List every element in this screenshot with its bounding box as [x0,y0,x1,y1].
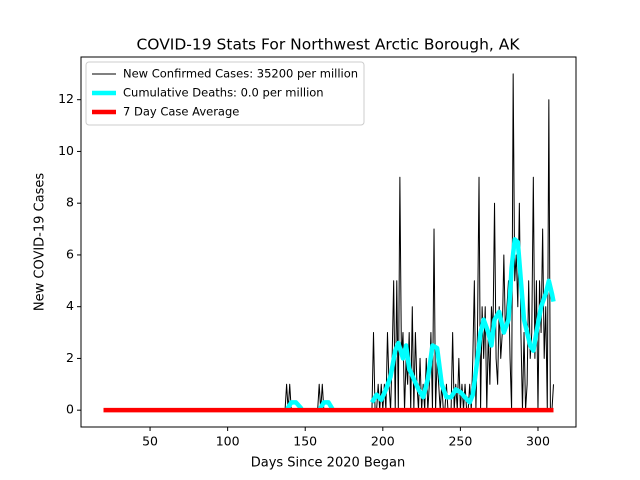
y-tick-label: 6 [66,246,74,261]
x-tick-label: 150 [293,434,317,449]
legend-label: Cumulative Deaths: 0.0 per million [123,86,324,100]
x-tick-label: 300 [526,434,550,449]
x-axis-label: Days Since 2020 Began [251,456,406,471]
chart-title: COVID-19 Stats For Northwest Arctic Boro… [136,36,520,54]
x-tick-label: 250 [448,434,472,449]
legend-label: 7 Day Case Average [123,105,239,119]
x-tick-label: 100 [216,434,240,449]
x-tick-label: 200 [371,434,395,449]
y-tick-label: 10 [58,143,74,158]
legend-label: New Confirmed Cases: 35200 per million [123,67,358,81]
plot-frame [80,56,577,428]
y-tick-label: 4 [66,298,74,313]
y-tick-label: 12 [58,91,74,106]
legend-box [85,61,365,126]
y-axis-label: New COVID-19 Cases [33,173,48,311]
y-tick-label: 8 [66,195,74,210]
x-tick-label: 50 [142,434,158,449]
y-tick-label: 0 [66,402,74,417]
y-tick-label: 2 [66,350,74,365]
